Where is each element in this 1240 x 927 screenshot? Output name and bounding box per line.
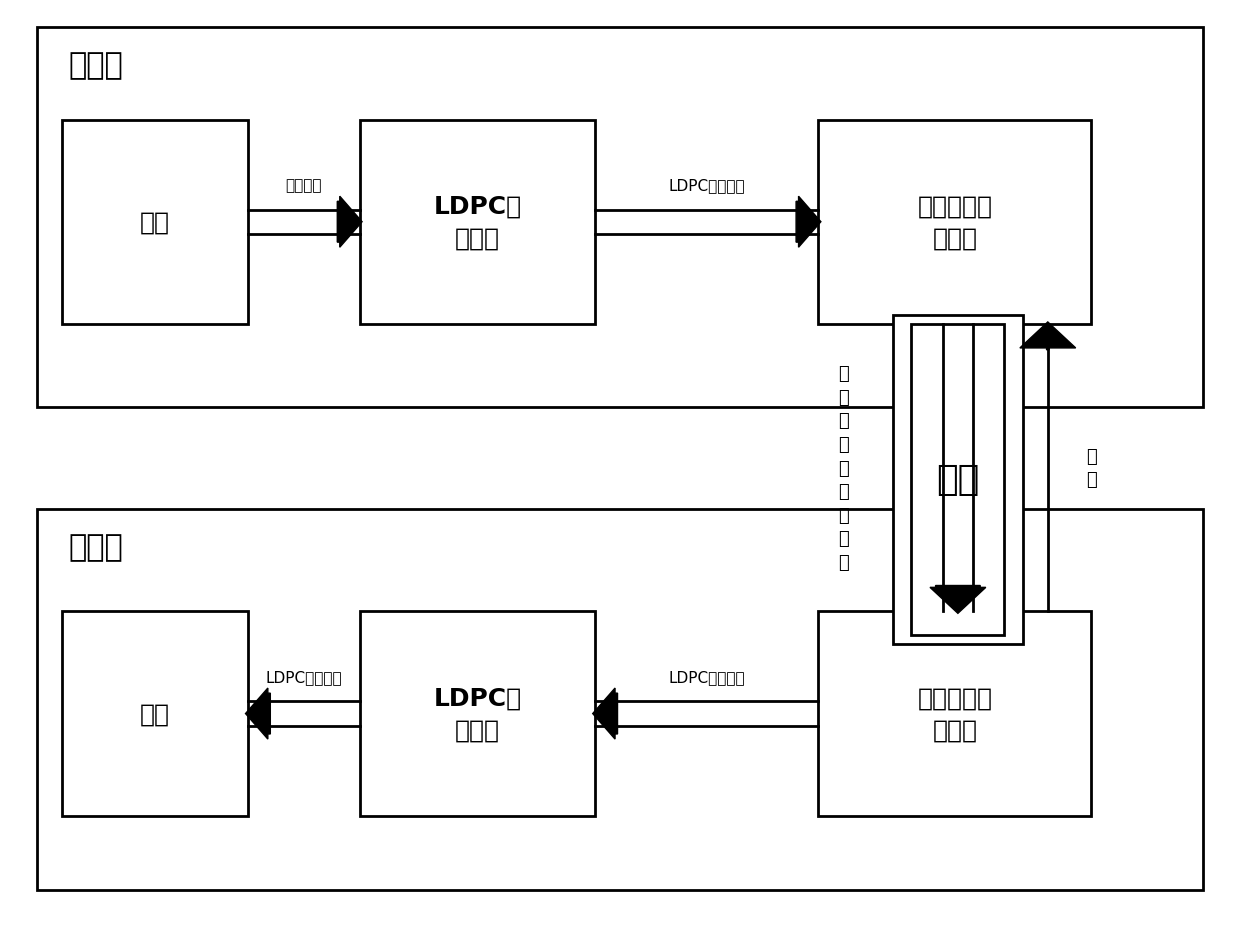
FancyArrow shape — [593, 688, 618, 740]
FancyArrow shape — [796, 197, 821, 248]
Text: LDPC码
译码器: LDPC码 译码器 — [433, 686, 522, 742]
Text: LDPC编码符号: LDPC编码符号 — [668, 669, 745, 684]
Text: 发送端: 发送端 — [68, 51, 123, 80]
FancyArrow shape — [930, 586, 986, 614]
FancyArrow shape — [1019, 323, 1075, 350]
Text: 信宿: 信宿 — [140, 702, 170, 726]
Text: 在线喷泉码
编码器: 在线喷泉码 编码器 — [918, 195, 992, 250]
Text: 信源: 信源 — [140, 210, 170, 235]
Text: 在
线
喷
泉
码
编
码
符
号: 在 线 喷 泉 码 编 码 符 号 — [838, 365, 848, 571]
Text: LDPC编码符号: LDPC编码符号 — [668, 178, 745, 193]
Bar — [62, 121, 248, 324]
Text: 反
馈: 反 馈 — [1086, 448, 1096, 489]
Bar — [37, 510, 1203, 890]
Bar — [911, 324, 1004, 635]
Bar — [360, 121, 595, 324]
Text: LDPC码
编码器: LDPC码 编码器 — [433, 195, 522, 250]
Bar — [893, 315, 1023, 644]
Text: 在线喷泉码
译码器: 在线喷泉码 译码器 — [918, 686, 992, 742]
Text: LDPC译码符号: LDPC译码符号 — [265, 669, 342, 684]
Bar — [37, 28, 1203, 408]
FancyArrow shape — [337, 197, 362, 248]
Text: 信道: 信道 — [936, 463, 980, 497]
Bar — [360, 612, 595, 816]
Text: 接收端: 接收端 — [68, 533, 123, 562]
Bar — [818, 121, 1091, 324]
Bar — [62, 612, 248, 816]
Bar — [818, 612, 1091, 816]
FancyArrow shape — [246, 688, 270, 740]
Text: 信源符号: 信源符号 — [285, 178, 322, 193]
